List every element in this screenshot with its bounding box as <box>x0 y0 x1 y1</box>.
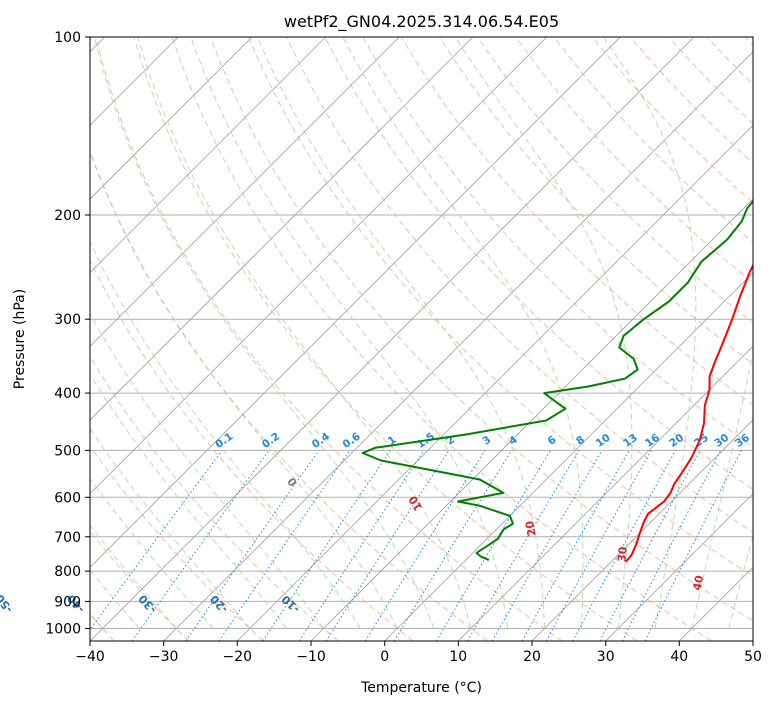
moist-adiabat-label: 40 <box>690 574 706 592</box>
isotherm-line <box>90 37 326 274</box>
isotherm-line <box>163 51 753 641</box>
x-tick-label: −20 <box>223 649 253 665</box>
dry-adiabat-line <box>515 37 753 284</box>
y-tick-label: 400 <box>54 386 81 402</box>
isotherm-line <box>90 37 695 641</box>
isotherm-line <box>458 345 753 641</box>
plot-background <box>90 37 753 641</box>
y-tick-label: 1000 <box>45 622 81 638</box>
x-axis-label: Temperature (°C) <box>360 680 482 696</box>
dry-adiabat-line <box>90 355 339 641</box>
dry-adiabat-line <box>95 37 563 641</box>
y-axis-label: Pressure (hPa) <box>12 289 28 389</box>
isotherm-line <box>90 37 474 421</box>
x-tick-label: 0 <box>380 649 389 665</box>
moist-adiabat-line <box>90 427 251 629</box>
dry-adiabat-line <box>286 37 753 534</box>
isotherm-line <box>237 124 753 641</box>
moist-adiabat-label: 30 <box>615 546 629 563</box>
y-tick-label: 600 <box>54 490 81 506</box>
mixing-ratio-line <box>218 450 351 641</box>
dry-adiabats <box>90 37 753 641</box>
dry-adiabat-line <box>324 37 753 490</box>
x-tick-label: −10 <box>296 649 326 665</box>
y-tick-label: 100 <box>54 30 81 46</box>
moist-adiabat-line <box>256 37 545 629</box>
moist-adiabat-line <box>90 312 324 629</box>
dry-adiabat-line <box>90 259 414 641</box>
temperature-profile <box>625 263 753 563</box>
x-tick-label: 30 <box>597 649 615 665</box>
mixing-ratio-line <box>262 450 391 641</box>
y-tick-label: 500 <box>54 443 81 459</box>
y-tick-label: 800 <box>54 564 81 580</box>
isotherm-line <box>90 37 621 568</box>
mixing-ratio-line <box>644 450 742 641</box>
dry-adiabat-line <box>248 37 753 577</box>
x-tick-label: 40 <box>670 649 688 665</box>
moist-adiabat-line <box>90 477 214 629</box>
moist-adiabat-line <box>454 37 633 629</box>
moist-adiabat-line <box>342 37 584 629</box>
profiles <box>361 199 753 563</box>
isotherm-line <box>310 198 753 641</box>
x-tick-label: 50 <box>744 649 762 665</box>
mixing-ratio-line <box>131 450 270 641</box>
dry-adiabat-line <box>171 37 712 641</box>
moist-adiabat-line <box>93 37 435 629</box>
axes: −40 −30 −20 −10 0 10 20 30 40 50 100 200 300 400 500 60… <box>45 30 762 665</box>
moist-adiabat-line <box>137 37 472 629</box>
mixing-ratio-line <box>545 450 652 641</box>
isotherm-line <box>531 419 753 641</box>
moist-adiabat-line <box>90 569 140 629</box>
isotherm-line <box>90 37 253 200</box>
chart-title: wetPf2_GN04.2025.314.06.54.E05 <box>284 12 559 32</box>
moist-adiabat-line <box>90 240 361 629</box>
moist-adiabats <box>90 37 753 629</box>
moist-adiabat-line <box>190 37 509 629</box>
mixing-ratio-line <box>521 450 630 641</box>
mixing-ratio-line <box>298 450 425 641</box>
dry-adiabat-line <box>90 444 264 641</box>
dewpoint-profile <box>361 199 753 561</box>
mixing-ratio-line <box>393 450 513 641</box>
y-tick-label: 300 <box>54 312 81 328</box>
mixing-ratio-line <box>325 450 450 641</box>
isotherm-line <box>384 272 753 641</box>
y-tick-label: 900 <box>54 594 81 610</box>
moist-adiabat-line <box>90 373 288 629</box>
dry-adiabat-line <box>133 37 638 641</box>
x-tick-label: −30 <box>149 649 179 665</box>
y-tick-label: 700 <box>54 530 81 546</box>
dry-adiabat-line <box>209 37 753 622</box>
x-tick-label: −40 <box>75 649 105 665</box>
mixing-ratio-lines <box>90 450 742 641</box>
x-tick-label: 10 <box>449 649 467 665</box>
moist-adiabat-line <box>691 350 753 629</box>
mixing-ratio-line <box>621 450 722 641</box>
mixing-ratio-line <box>572 450 676 641</box>
isotherm-line <box>605 493 753 641</box>
moist-adiabat-line <box>728 534 753 629</box>
mixing-ratio-line <box>90 450 223 631</box>
moist-adiabat-label: 20 <box>523 519 539 537</box>
plot-frame <box>89 36 754 642</box>
grid-lines <box>90 37 753 641</box>
moist-adiabat-line <box>90 524 177 629</box>
y-tick-label: 200 <box>54 208 81 224</box>
mixing-ratio-line <box>185 450 320 641</box>
x-tick-label: 20 <box>523 649 541 665</box>
isotherm-line <box>90 37 547 495</box>
